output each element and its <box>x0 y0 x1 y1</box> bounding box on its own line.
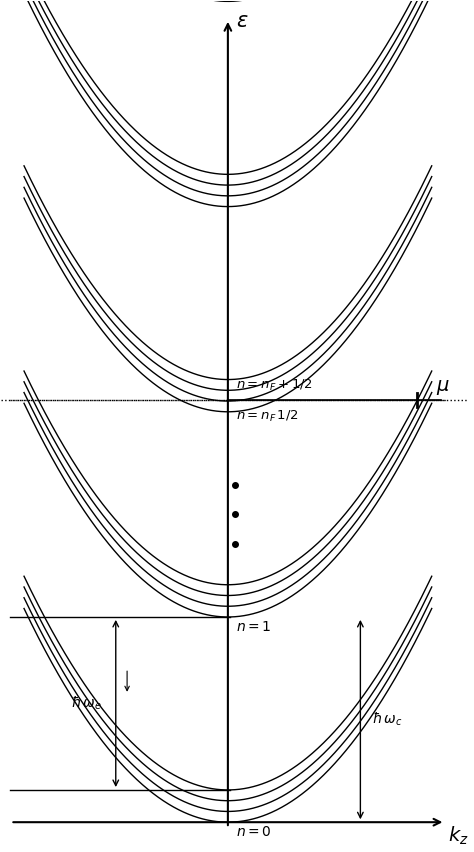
Text: $\hbar\,\omega_e$: $\hbar\,\omega_e$ <box>71 694 102 712</box>
Text: $k_z$: $k_z$ <box>447 825 468 848</box>
Text: $\varepsilon$: $\varepsilon$ <box>236 11 248 31</box>
Text: $n=n_F\,1/2$: $n=n_F\,1/2$ <box>236 409 299 424</box>
Text: $n=1$: $n=1$ <box>236 620 272 634</box>
Text: $n=n_F+1/2$: $n=n_F+1/2$ <box>236 378 312 393</box>
Text: $\hbar\,\omega_c$: $\hbar\,\omega_c$ <box>372 711 402 728</box>
Text: $\mu$: $\mu$ <box>436 378 450 397</box>
Text: $n=0$: $n=0$ <box>236 825 272 839</box>
